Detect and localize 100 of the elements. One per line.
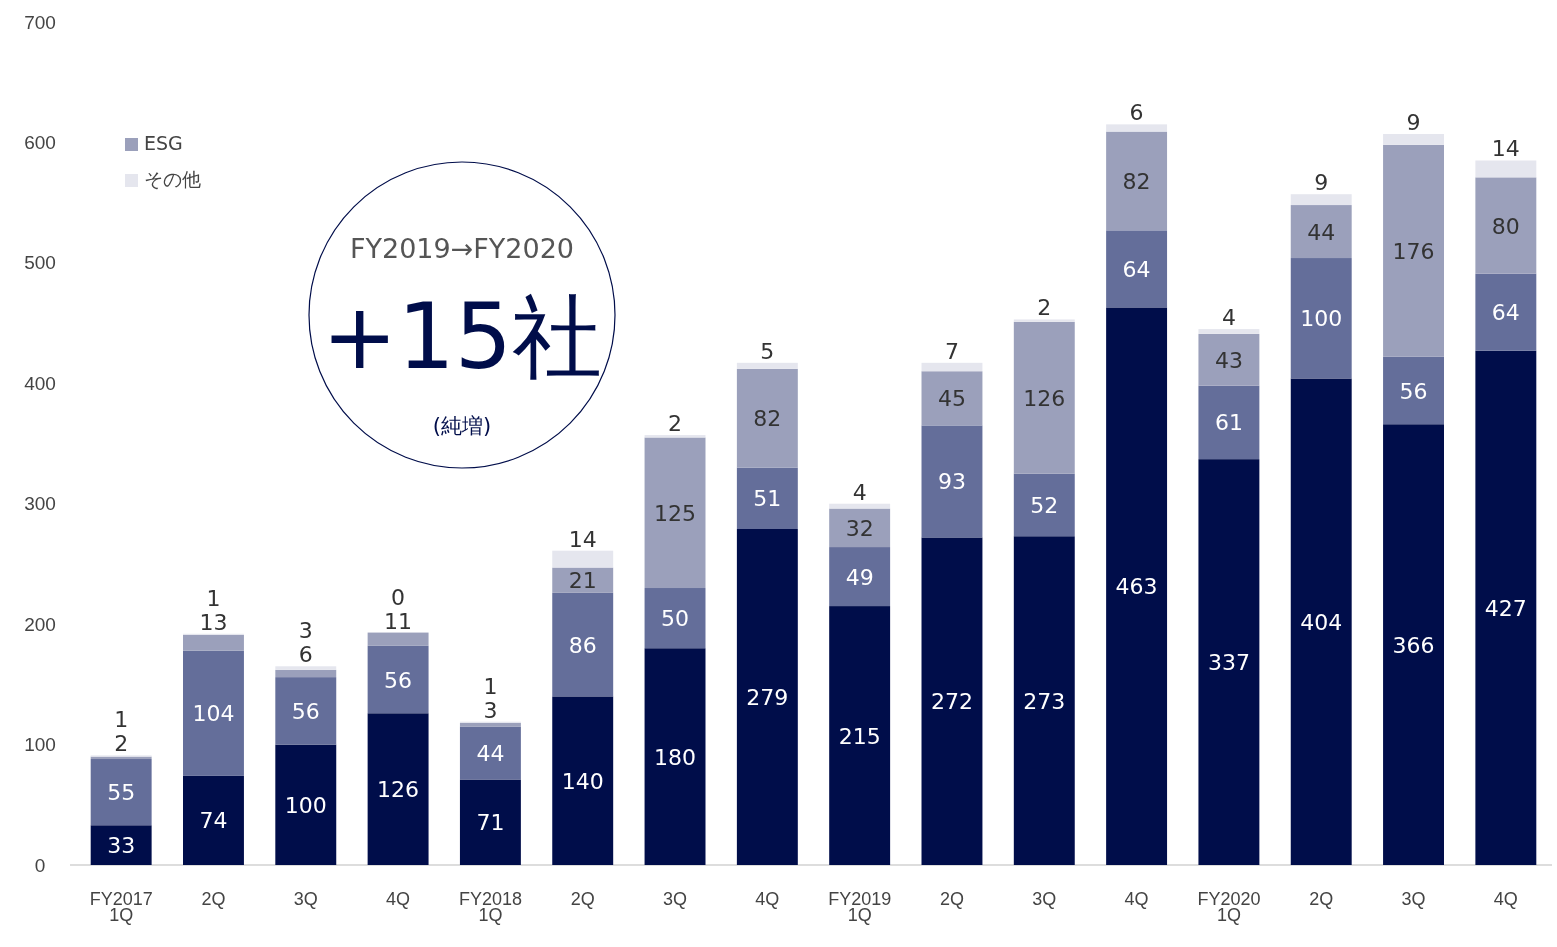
bar xyxy=(644,588,706,649)
bar xyxy=(921,362,983,372)
bar xyxy=(1013,536,1075,865)
bar xyxy=(1198,385,1260,460)
bar xyxy=(1106,131,1168,231)
data-label: 2 xyxy=(1037,295,1052,321)
bar xyxy=(644,437,706,589)
data-label: 64 xyxy=(1491,300,1520,326)
bar xyxy=(921,537,983,865)
bar xyxy=(459,722,521,727)
data-label: 337 xyxy=(1207,650,1250,676)
bar xyxy=(829,606,891,865)
data-label: 71 xyxy=(476,810,505,836)
data-label: 51 xyxy=(753,486,782,512)
data-label: 52 xyxy=(1030,492,1059,518)
x-tick-label: 2Q xyxy=(1309,888,1334,909)
data-label: 82 xyxy=(1122,168,1151,194)
bar xyxy=(829,547,891,607)
data-label: 126 xyxy=(1023,385,1066,411)
data-label: 9 xyxy=(1314,170,1329,196)
bar xyxy=(552,550,614,568)
bar xyxy=(921,371,983,426)
x-tick-label: 4Q xyxy=(386,888,411,909)
data-label: 6 xyxy=(1129,100,1144,126)
data-label: 215 xyxy=(838,723,881,749)
x-tick-label: FY2017 1Q xyxy=(89,888,153,925)
data-label: 404 xyxy=(1300,609,1343,635)
bar xyxy=(644,648,706,865)
bar xyxy=(921,425,983,538)
y-tick-label: 400 xyxy=(24,372,56,394)
bar xyxy=(736,362,798,369)
bar xyxy=(1383,144,1444,357)
data-label: 74 xyxy=(199,808,228,834)
data-label: 125 xyxy=(654,500,697,526)
bar xyxy=(736,529,798,865)
x-tick-label: 4Q xyxy=(1493,888,1518,909)
data-label: 176 xyxy=(1392,238,1435,264)
bar xyxy=(1290,194,1352,206)
data-label: 272 xyxy=(930,689,973,715)
legend-label: ESG xyxy=(144,132,183,154)
data-label: 6 xyxy=(298,642,313,668)
data-label: 21 xyxy=(568,568,597,594)
data-label: 0 xyxy=(391,584,406,610)
data-label: 5 xyxy=(760,338,775,364)
bar xyxy=(275,744,337,865)
data-label: 366 xyxy=(1392,632,1435,658)
x-tick-label: 3Q xyxy=(663,888,688,909)
annotation: +15社 xyxy=(322,284,602,389)
bar xyxy=(1475,177,1537,274)
bar xyxy=(1106,230,1168,308)
bar xyxy=(1475,273,1537,351)
data-label: 3 xyxy=(483,697,498,723)
data-label: 4 xyxy=(1221,305,1236,331)
data-label: 140 xyxy=(561,768,604,794)
y-tick-label: 300 xyxy=(24,493,56,515)
y-tick-label: 500 xyxy=(24,252,56,274)
y-tick-label: 100 xyxy=(24,734,56,756)
x-tick-label: FY2020 1Q xyxy=(1197,888,1261,925)
data-label: 50 xyxy=(661,606,690,632)
data-label: 1 xyxy=(483,673,498,699)
bar xyxy=(1383,134,1444,145)
x-tick-label: FY2019 1Q xyxy=(828,888,892,925)
bar xyxy=(1106,307,1168,865)
data-label: 2 xyxy=(668,411,683,437)
data-label: 86 xyxy=(568,632,597,658)
x-tick-label: 2Q xyxy=(201,888,226,909)
data-label: 33 xyxy=(107,833,136,859)
bar xyxy=(736,467,798,529)
data-label: 45 xyxy=(937,386,966,412)
data-label: 56 xyxy=(1399,378,1428,404)
bar xyxy=(1013,473,1075,537)
bar xyxy=(90,759,152,826)
bar xyxy=(275,666,337,670)
bar xyxy=(1475,350,1537,865)
data-label: 49 xyxy=(845,564,874,590)
bar xyxy=(1290,258,1352,379)
bar xyxy=(1198,459,1260,865)
data-label: 279 xyxy=(746,685,789,710)
bar xyxy=(367,632,429,646)
bar xyxy=(1013,321,1075,474)
bar xyxy=(1198,329,1260,334)
bar xyxy=(1013,319,1075,322)
bar xyxy=(183,775,244,865)
bar xyxy=(1383,356,1444,425)
data-label: 7 xyxy=(944,338,959,364)
data-label: 14 xyxy=(1491,136,1520,162)
bar xyxy=(1198,333,1260,386)
annotation: (純増) xyxy=(432,414,492,438)
data-label: 463 xyxy=(1115,574,1158,600)
data-label: 82 xyxy=(753,406,782,432)
x-tick-label: 3Q xyxy=(1032,888,1057,909)
data-label: 61 xyxy=(1214,410,1243,436)
bar xyxy=(1290,205,1352,259)
data-label: 13 xyxy=(199,609,228,635)
bar xyxy=(552,592,614,697)
bar xyxy=(459,779,521,865)
x-tick-label: 4Q xyxy=(1124,888,1149,909)
data-label: 1 xyxy=(206,585,221,611)
data-label: 44 xyxy=(476,741,505,766)
y-tick-label: 200 xyxy=(24,613,56,635)
